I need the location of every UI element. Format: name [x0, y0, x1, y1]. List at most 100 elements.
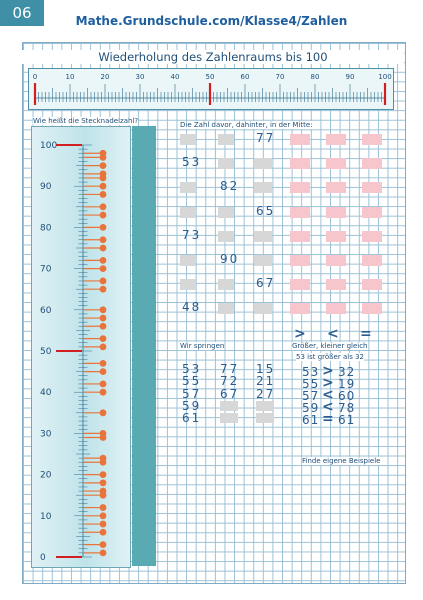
neighbor-answer-box	[290, 230, 310, 242]
neighbor-answer-box	[362, 255, 382, 266]
pin-scale-label: 90	[40, 182, 52, 192]
compare-operator: <	[322, 399, 336, 415]
pin-head	[99, 479, 107, 487]
neighbor-answer-box	[326, 182, 346, 194]
ruler-label: 50	[206, 73, 215, 81]
compare-example: 53 ist größer als 32	[296, 353, 364, 361]
pin-head	[99, 224, 107, 231]
ruler-label: 40	[171, 73, 180, 81]
pin-head	[99, 244, 107, 252]
ruler-ticks: 0 10 20 30 40 50 60 70 80 90 100	[33, 73, 392, 105]
pin-head	[99, 388, 107, 396]
pin-head	[99, 191, 107, 198]
compare-left: 57	[302, 389, 320, 403]
answer-box	[218, 303, 234, 315]
neighbor-answer-box	[326, 158, 346, 170]
answer-box	[218, 134, 234, 145]
ruler-label: 10	[66, 73, 75, 81]
compare-left: 53	[302, 365, 320, 379]
ruler-label: 60	[241, 73, 250, 81]
neighbor-answer-box	[290, 182, 310, 194]
pin-head	[99, 430, 107, 437]
answer-box	[256, 400, 274, 411]
pin-head	[99, 182, 107, 190]
compare-operator: <	[322, 387, 336, 403]
ruler-label: 0	[33, 73, 37, 81]
neighbor-value: 65	[256, 203, 276, 218]
jump-value: 57	[182, 386, 202, 401]
pin-head	[99, 359, 107, 367]
pin-head	[99, 549, 107, 557]
pin-head	[99, 285, 107, 293]
pin-scale-label: 50	[40, 347, 52, 357]
jumps-heading: Wir springen	[180, 342, 225, 350]
jump-value: 72	[220, 374, 240, 389]
pin-head	[99, 256, 107, 264]
ruler-label: 100	[378, 73, 391, 81]
neighbor-answer-box	[362, 230, 382, 242]
answer-box	[218, 230, 234, 242]
pin-scale-panel: 100 90 80 70 60 50 40 30 20 10 0	[31, 126, 131, 568]
neighbor-value: 73	[182, 227, 202, 242]
pin-head	[99, 409, 107, 417]
compare-heading: Größer, kleiner gleich	[292, 342, 368, 350]
pin-head	[99, 512, 107, 520]
pin-head	[99, 541, 107, 549]
neighbor-answer-box	[290, 158, 310, 170]
compare-operator: >	[322, 375, 336, 391]
pin-head	[99, 211, 107, 219]
compare-footer: Finde eigene Beispiele	[302, 457, 381, 465]
pin-scale-label: 70	[40, 265, 52, 275]
neighbor-value: 67	[256, 276, 276, 291]
pin-head	[99, 528, 107, 536]
compare-left: 61	[302, 413, 320, 427]
pin-scale-label: 80	[40, 223, 52, 233]
page-number-tab: 06	[0, 0, 44, 26]
pin-head	[99, 520, 107, 528]
neighbor-answer-box	[362, 134, 382, 145]
pin-scale-label: 30	[40, 429, 52, 439]
answer-box	[180, 134, 196, 145]
neighbor-answer-box	[326, 206, 346, 218]
ruler-label: 90	[346, 73, 355, 81]
neighbor-value: 90	[220, 252, 240, 266]
ruler-label: 70	[276, 73, 285, 81]
jump-value: 67	[220, 386, 240, 401]
neighbor-answer-box	[290, 255, 310, 266]
pin-scale-label: 100	[40, 141, 57, 151]
neighbor-value: 53	[182, 155, 202, 170]
pin-head	[99, 162, 107, 169]
neighbor-answer-box	[326, 230, 346, 242]
neighbor-answer-box	[290, 206, 310, 218]
neighbor-value: 82	[220, 179, 240, 194]
jump-value: 53	[182, 362, 202, 376]
ruler-label: 30	[136, 73, 145, 81]
neighbor-answer-box	[326, 134, 346, 145]
pin-head	[99, 236, 107, 244]
jump-value: 15	[256, 362, 276, 376]
scale-bar	[132, 126, 156, 566]
pin-scale-label: 60	[40, 306, 52, 316]
answer-box	[254, 158, 272, 170]
neighbor-answer-box	[362, 158, 382, 170]
compare-symbol: <	[327, 326, 341, 342]
pin-head	[99, 487, 107, 495]
answer-box	[254, 303, 272, 315]
neighbor-answer-box	[326, 279, 346, 291]
worksheet-title: Wiederholung des Zahlenraums bis 100	[22, 50, 404, 64]
neighbor-answer-box	[362, 206, 382, 218]
compare-symbol: >	[294, 326, 308, 342]
pin-head	[99, 203, 107, 211]
answer-box	[254, 182, 272, 194]
compare-right: 78	[338, 401, 356, 415]
number-ruler: 0 10 20 30 40 50 60 70 80 90 100	[28, 68, 394, 110]
jump-value: 55	[182, 374, 202, 389]
neighbor-answer-box	[290, 279, 310, 291]
neighbor-value: 48	[182, 300, 202, 315]
jump-value: 61	[182, 411, 202, 426]
pin-head	[99, 306, 107, 314]
site-title: Mathe.Grundschule.com/Klasse4/Zahlen	[75, 14, 348, 28]
pin-scale-label: 40	[40, 388, 52, 398]
neighbor-answer-box	[290, 134, 310, 145]
